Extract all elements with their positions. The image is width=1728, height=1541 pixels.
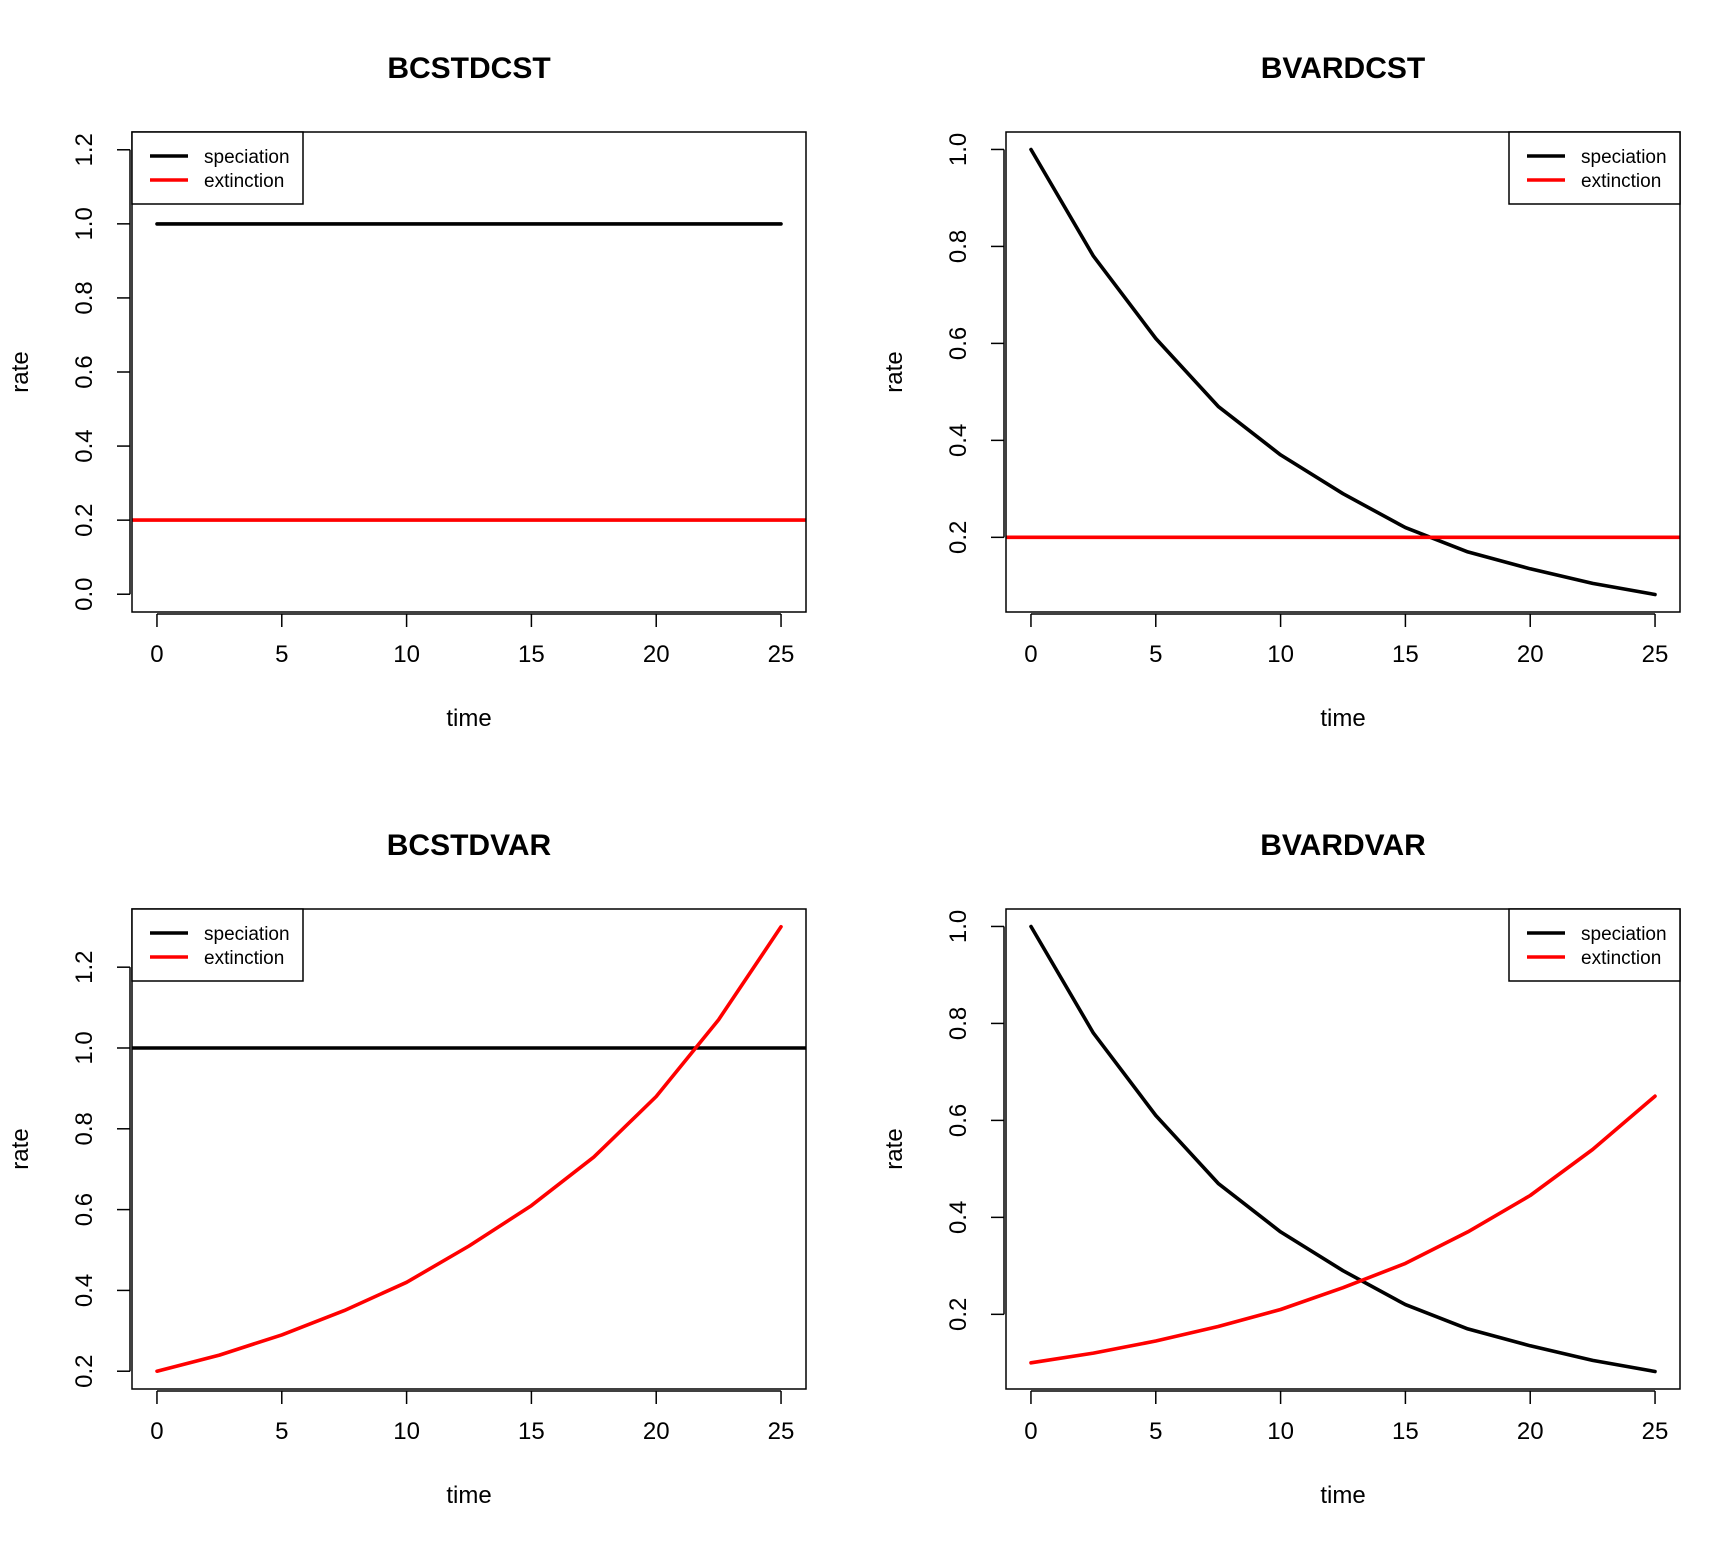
- x-tick-label: 20: [1517, 1418, 1544, 1445]
- series-line-speciation: [1029, 147, 1657, 597]
- x-tick-label: 25: [1642, 1418, 1669, 1445]
- y-axis-label: rate: [7, 351, 34, 392]
- y-tick-label: 1.0: [71, 207, 98, 240]
- x-axis-label: time: [446, 1482, 491, 1509]
- x-tick-label: 5: [1149, 641, 1162, 668]
- y-tick-label: 0.4: [945, 424, 972, 457]
- legend-label: extinction: [1581, 171, 1661, 192]
- x-tick-label: 15: [1392, 641, 1419, 668]
- chart-title: BCSTDCST: [387, 52, 550, 85]
- y-tick-label: 0.2: [945, 521, 972, 554]
- legend: speciation extinction: [131, 908, 304, 982]
- y-axis-label: rate: [881, 1128, 908, 1169]
- x-tick-label: 10: [1267, 1418, 1294, 1445]
- y-tick-label: 0.4: [945, 1201, 972, 1234]
- chart-title: BCSTDVAR: [387, 829, 552, 862]
- legend-label: speciation: [1581, 147, 1667, 168]
- legend-label: speciation: [204, 924, 290, 945]
- y-tick-label: 1.0: [71, 1031, 98, 1064]
- y-tick-label: 0.8: [71, 1112, 98, 1145]
- x-tick-label: 15: [518, 1418, 545, 1445]
- y-tick-label: 0.6: [945, 1104, 972, 1137]
- legend-label: speciation: [1581, 924, 1667, 945]
- x-tick-label: 10: [393, 641, 420, 668]
- x-axis-label: time: [1320, 705, 1365, 732]
- plot-frame: [1005, 908, 1681, 1390]
- y-tick-label: 1.0: [945, 910, 972, 943]
- series-line-extinction: [1029, 1094, 1657, 1365]
- x-tick-label: 15: [518, 641, 545, 668]
- x-tick-label: 20: [643, 1418, 670, 1445]
- x-tick-label: 25: [1642, 641, 1669, 668]
- y-tick-label: 0.8: [945, 230, 972, 263]
- y-tick-label: 0.4: [71, 1274, 98, 1307]
- y-tick-label: 0.6: [71, 1193, 98, 1226]
- y-axis-label: rate: [881, 351, 908, 392]
- y-tick-label: 0.8: [945, 1007, 972, 1040]
- x-tick-label: 20: [1517, 641, 1544, 668]
- x-tick-label: 0: [1024, 1418, 1037, 1445]
- chart-panel-4: BVARDVAR 0 5 10 15 20 25 time 0.2 0.4 0.6 0.8 1.0 rat…: [881, 829, 1681, 1509]
- legend-box: [131, 908, 304, 982]
- y-tick-label: 0.2: [945, 1298, 972, 1331]
- x-tick-label: 5: [275, 641, 288, 668]
- legend-box: [1508, 131, 1681, 205]
- x-tick-label: 20: [643, 641, 670, 668]
- chart-panel-3: BCSTDVAR 0 5 10 15 20 25 time 0.2 0.4 0.6 0.8 1.0 1.2…: [7, 829, 807, 1509]
- legend: speciation extinction: [1508, 131, 1681, 205]
- y-tick-label: 1.0: [945, 133, 972, 166]
- legend-label: extinction: [204, 171, 284, 192]
- y-tick-label: 0.2: [71, 503, 98, 536]
- x-tick-label: 0: [150, 641, 163, 668]
- series-line-speciation: [1029, 924, 1657, 1374]
- plot-frame: [131, 908, 807, 1390]
- x-axis-label: time: [1320, 1482, 1365, 1509]
- y-tick-label: 1.2: [71, 133, 98, 166]
- x-tick-label: 25: [768, 1418, 795, 1445]
- x-tick-label: 25: [768, 641, 795, 668]
- chart-panel-1: BCSTDCST 0 5 10 15 20 25 time 0.0 0.2 0.4 0.6 0.8 1.0…: [7, 52, 807, 732]
- legend-box: [1508, 908, 1681, 982]
- x-tick-label: 5: [1149, 1418, 1162, 1445]
- x-tick-label: 5: [275, 1418, 288, 1445]
- y-tick-label: 0.4: [71, 429, 98, 462]
- plot-frame: [131, 131, 807, 613]
- y-tick-label: 1.2: [71, 950, 98, 983]
- y-tick-label: 0.6: [71, 355, 98, 388]
- series-line-extinction: [155, 924, 783, 1373]
- x-tick-label: 10: [1267, 641, 1294, 668]
- x-tick-label: 0: [150, 1418, 163, 1445]
- legend: speciation extinction: [131, 131, 304, 205]
- legend: speciation extinction: [1508, 908, 1681, 982]
- y-tick-label: 0.0: [71, 578, 98, 611]
- legend-label: extinction: [1581, 948, 1661, 969]
- plot-frame: [1005, 131, 1681, 613]
- x-tick-label: 10: [393, 1418, 420, 1445]
- y-tick-label: 0.6: [945, 327, 972, 360]
- legend-label: speciation: [204, 147, 290, 168]
- legend-label: extinction: [204, 948, 284, 969]
- x-tick-label: 15: [1392, 1418, 1419, 1445]
- legend-box: [131, 131, 304, 205]
- chart-title: BVARDCST: [1261, 52, 1425, 85]
- x-axis-label: time: [446, 705, 491, 732]
- y-tick-label: 0.8: [71, 281, 98, 314]
- y-axis-label: rate: [7, 1128, 34, 1169]
- chart-title: BVARDVAR: [1260, 829, 1426, 862]
- y-tick-label: 0.2: [71, 1355, 98, 1388]
- x-tick-label: 0: [1024, 641, 1037, 668]
- chart-panel-2: BVARDCST 0 5 10 15 20 25 time 0.2 0.4 0.6 0.8 1.0 rat…: [881, 52, 1681, 732]
